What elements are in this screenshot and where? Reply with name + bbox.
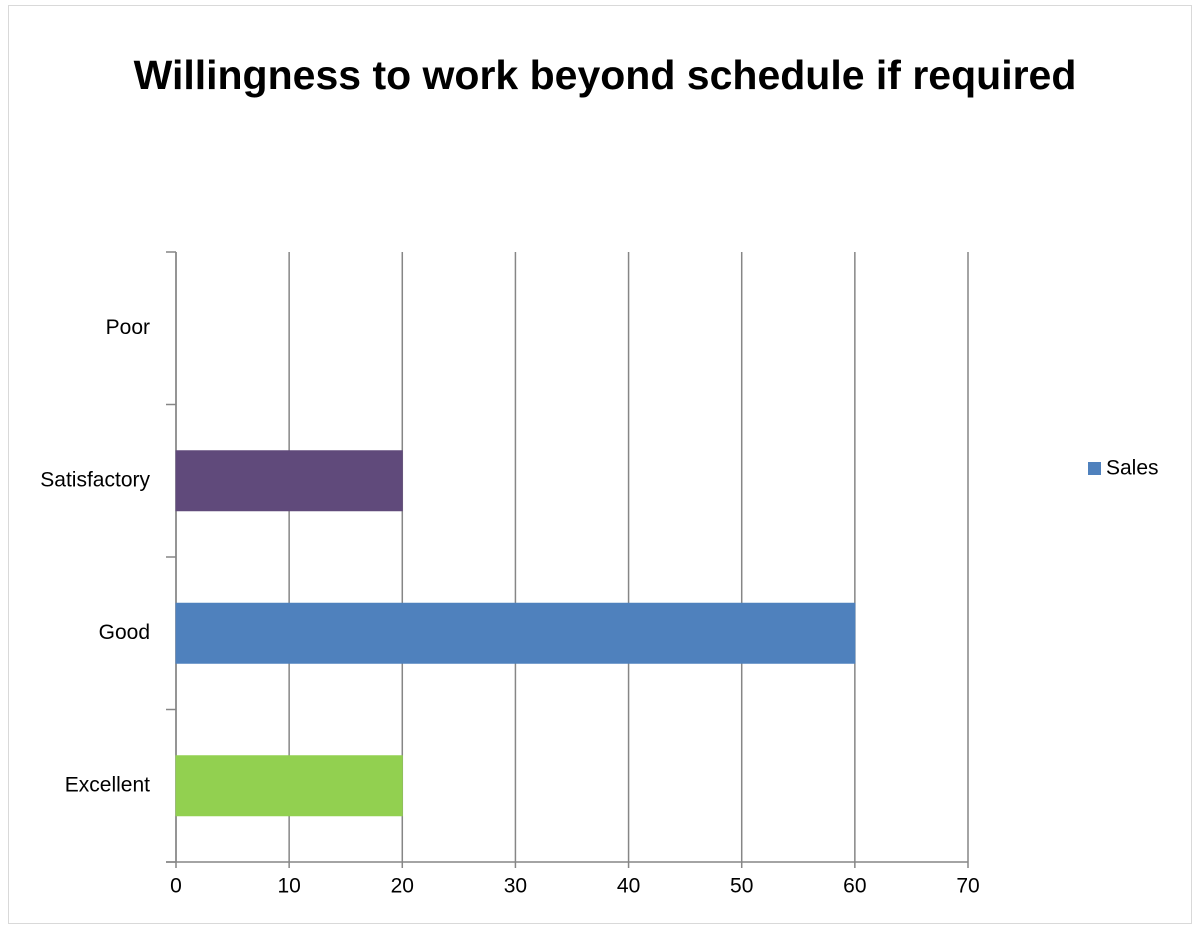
x-tick-label: 40 [617, 875, 640, 898]
x-tick-label: 10 [277, 875, 300, 898]
x-tick-label: 70 [956, 875, 979, 898]
x-tick-label: 20 [391, 875, 414, 898]
legend-swatch [1088, 462, 1101, 475]
bar [175, 755, 403, 817]
bar [175, 602, 856, 664]
x-tick-label: 60 [843, 875, 866, 898]
y-tick-label: Good [99, 621, 150, 644]
x-tick-label: 30 [504, 875, 527, 898]
y-tick-label: Poor [106, 316, 150, 339]
x-tick-label: 50 [730, 875, 753, 898]
y-tick-label: Satisfactory [40, 468, 150, 491]
x-tick-label: 0 [170, 875, 182, 898]
bar [175, 450, 403, 512]
legend-label: Sales [1106, 457, 1159, 480]
y-tick-label: Excellent [65, 773, 150, 796]
chart-title: Willingness to work beyond schedule if r… [134, 52, 1077, 98]
